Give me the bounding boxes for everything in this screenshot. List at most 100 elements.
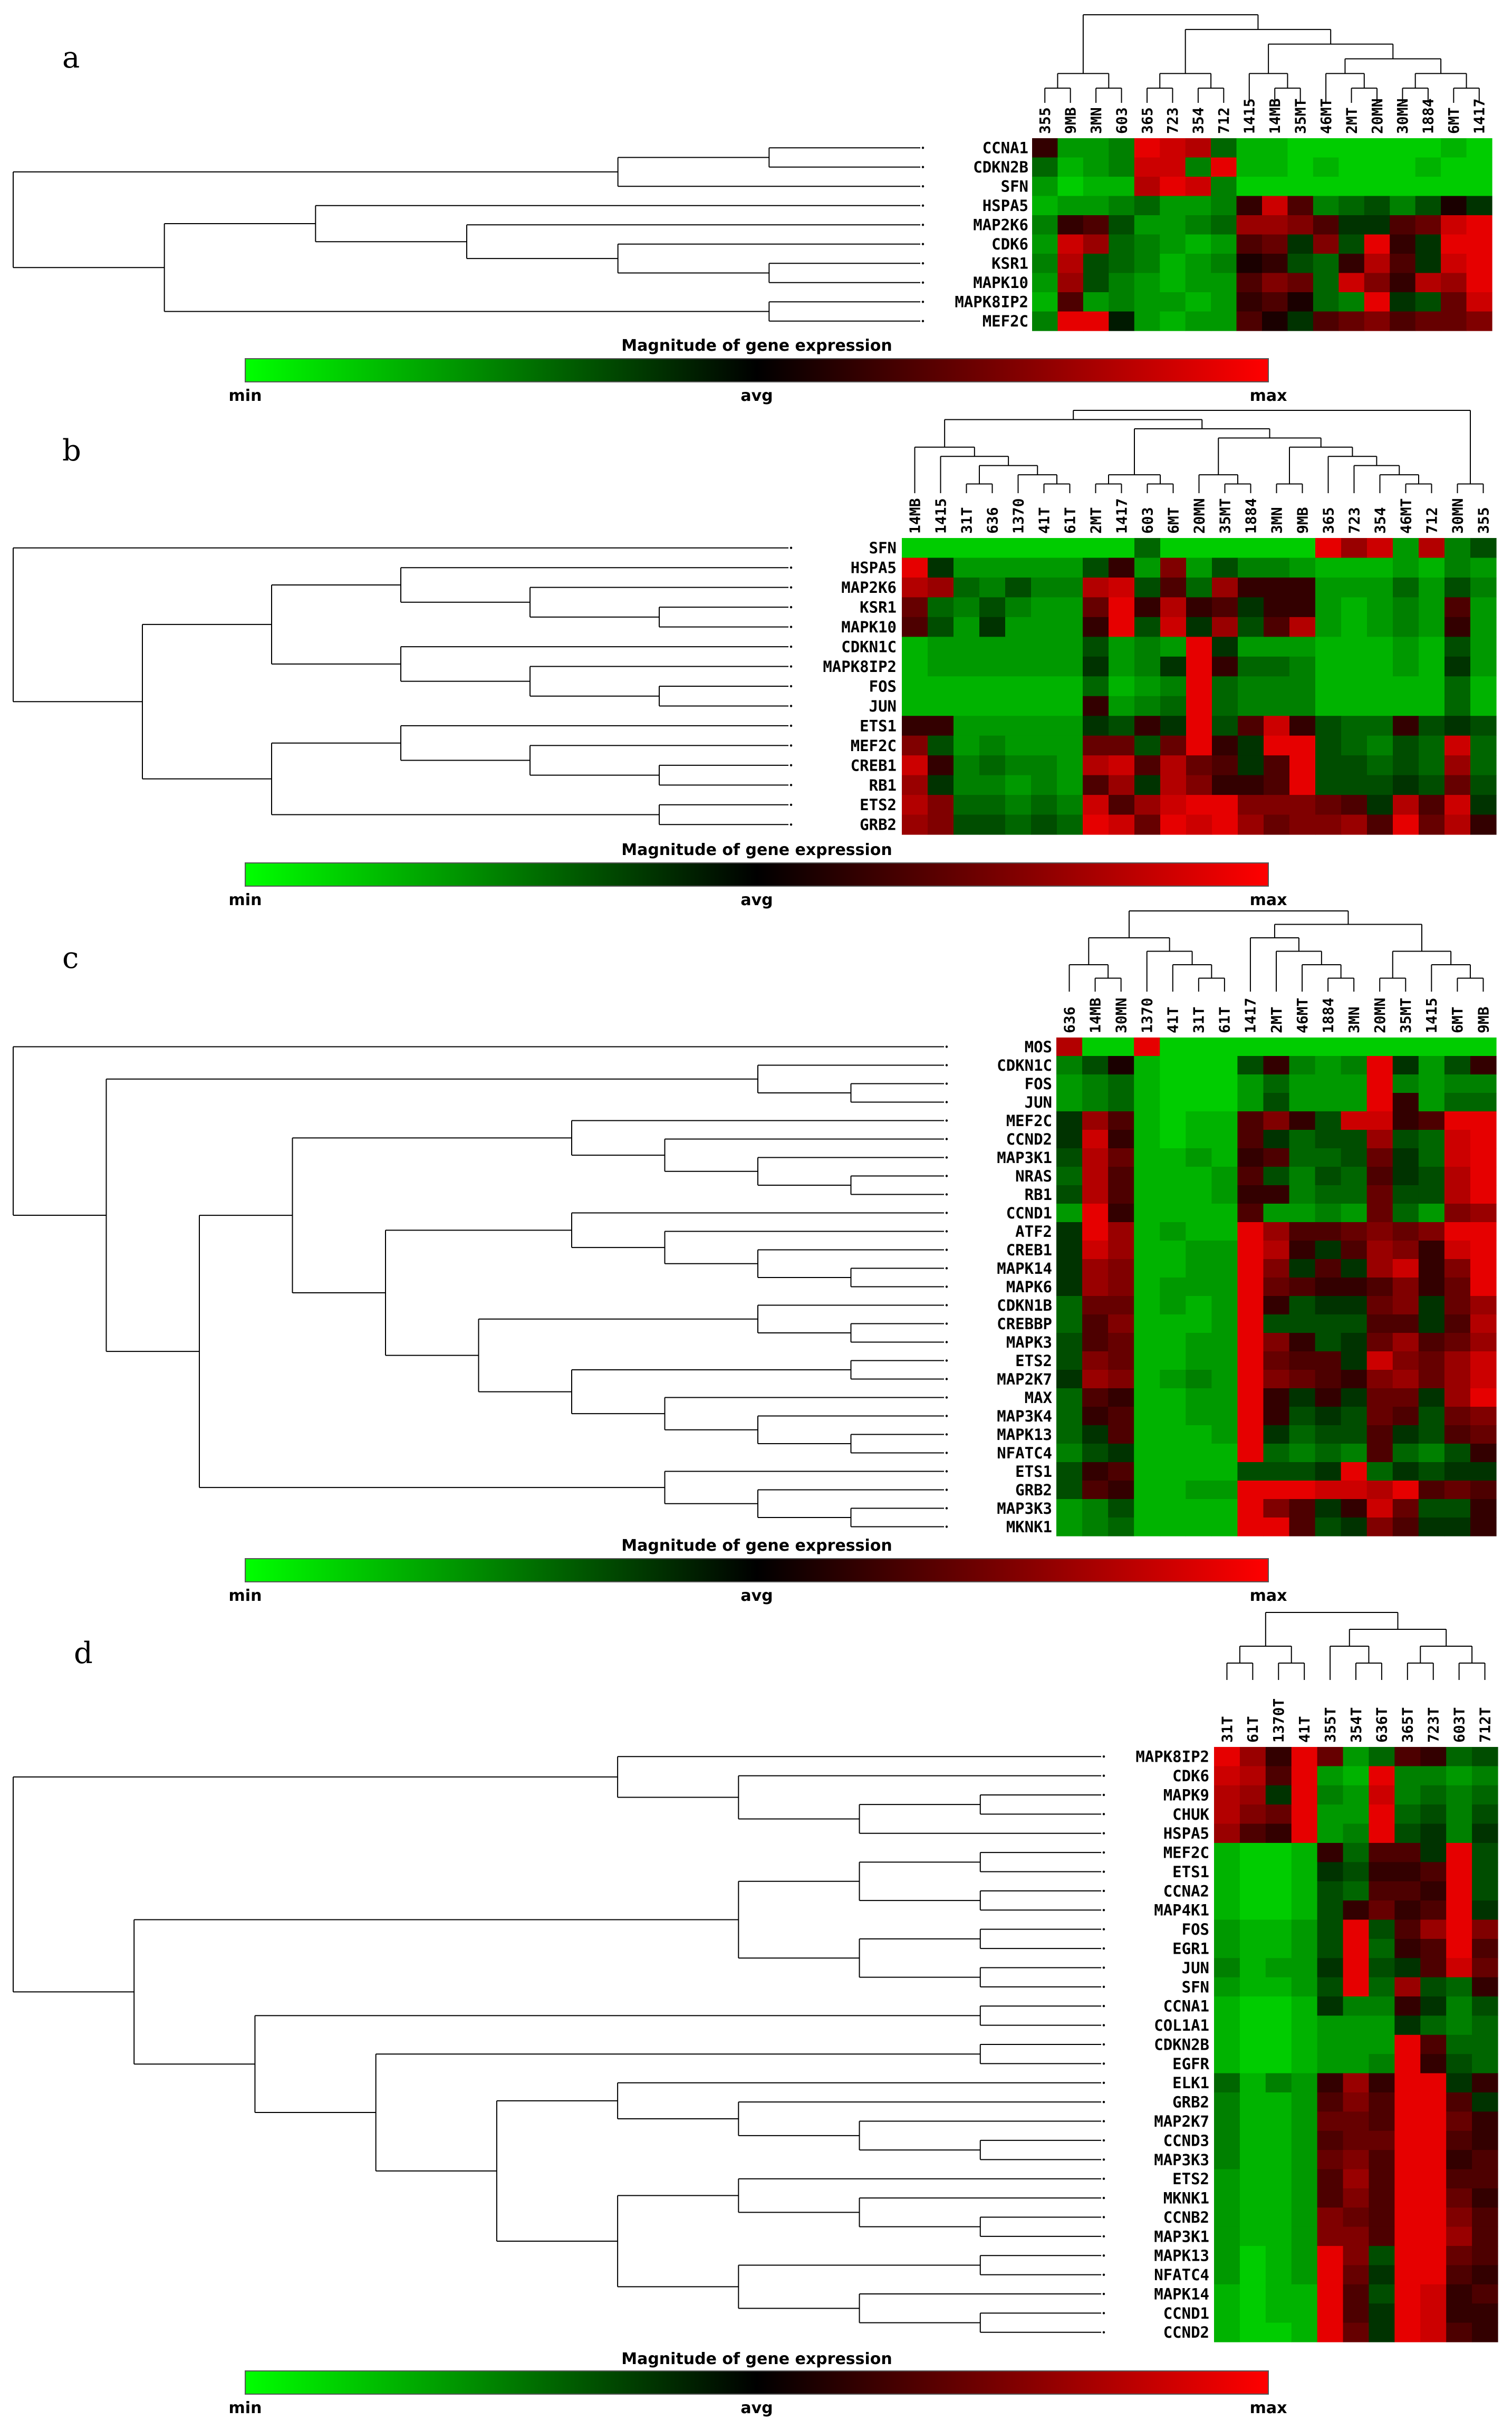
heatmap-cell-MAPK9-354T [1343,1785,1370,1805]
heatmap-cell-NRAS-1415 [1418,1167,1445,1186]
heatmap-cell-MAP2K6-46MT [1393,577,1419,598]
heatmap-cell-MAPK8IP2-9MB [1289,656,1316,677]
heatmap-cell-RB1-1415 [1418,1185,1445,1204]
heatmap-cell-FOS-14MB [1082,1074,1109,1093]
heatmap-cell-RB1-1370 [1134,1185,1160,1204]
heatmap-cell-MAX-46MT [1289,1388,1316,1407]
heatmap-cell-KSR1-723 [1341,597,1367,618]
heatmap-cell-MAPK9-365T [1394,1785,1421,1805]
heatmap-cell-MAX-1370 [1134,1388,1160,1407]
heatmap-cell-ETS1-355 [1470,716,1497,736]
heatmap-cell-KSR1-30MN [1390,254,1416,274]
heatmap-cell-EGFR-1370T [1265,2054,1292,2074]
heatmap-cell-FOS-31T [1214,1919,1240,1939]
heatmap-cell-GRB2-61T [1211,1481,1238,1500]
heatmap-cell-CDKN1C-41T [1160,1056,1186,1075]
column-label: 6MT [1164,507,1182,534]
heatmap-cell-MEF2C-1415 [1418,1111,1445,1130]
heatmap-cell-MAX-1884 [1315,1388,1342,1407]
heatmap-cell-JUN-46MT [1393,696,1419,716]
heatmap-cell-MEF2C-35MT [1287,311,1314,331]
heatmap-cell-MEF2C-3MN [1341,1111,1367,1130]
heatmap-cell-FOS-46MT [1289,1074,1316,1093]
heatmap-cell-CDKN1B-636 [1056,1296,1083,1315]
heatmap-cell-HSPA5-61T [1239,1823,1266,1843]
column-label: 3MN [1268,507,1285,534]
legend-max-label: max [1250,891,1287,909]
heatmap-cell-MKNK1-1415 [1418,1517,1445,1536]
heatmap-cell-GRB2-1415 [1418,1481,1445,1500]
heatmap-cell-GRB2-9MB [1289,814,1316,835]
heatmap-cell-EGR1-31T [1214,1938,1240,1958]
heatmap-cell-ETS1-31T [1186,1462,1212,1481]
row-label: GRB2 [1172,2093,1209,2111]
heatmap-cell-GRB2-14MB [902,814,928,835]
heatmap-cell-MAPK10-46MT [1393,617,1419,637]
heatmap-cell-MAP4K1-354T [1343,1900,1370,1920]
heatmap-cell-MAPK10-2MT [1083,617,1109,637]
heatmap-cell-GRB2-31T [954,814,980,835]
heatmap-cell-CDKN2B-355T [1317,2034,1344,2054]
heatmap-cell-MAP4K1-712T [1472,1900,1498,1920]
heatmap-cell-CCND1-1370T [1265,2303,1292,2323]
heatmap-cell-GRB2-1370 [1005,814,1032,835]
heatmap-cell-JUN-14MB [1082,1093,1109,1112]
heatmap-cell-MAX-31T [1186,1388,1212,1407]
row-leaf-dot [1102,1851,1105,1854]
heatmap-cell-CREBBP-6MT [1444,1314,1471,1333]
heatmap-cell-ETS2-9MB [1470,1351,1497,1370]
heatmap-cell-ETS1-30MN [1108,1462,1134,1481]
heatmap-cell-CDK6-1417 [1466,234,1492,254]
heatmap-cell-MAP2K6-712 [1419,577,1445,598]
row-label: ATF2 [1015,1223,1052,1241]
row-label: KSR1 [860,599,897,617]
heatmap-cell-MAP2K6-365 [1134,215,1160,235]
heatmap-cell-MAP3K3-41T [1160,1499,1186,1518]
heatmap-cell-MAP2K6-31T [954,577,980,598]
heatmap-cell-CREB1-9MB [1470,1241,1497,1260]
heatmap-cell-CDKN1C-31T [1186,1056,1212,1075]
heatmap-cell-NFATC4-30MN [1108,1444,1134,1463]
heatmap-cell-CDKN1C-46MT [1289,1056,1316,1075]
heatmap-cell-SFN-723 [1341,538,1367,559]
row-label: CREBBP [997,1315,1052,1333]
row-leaf-dot [945,1304,948,1307]
row-label: FOS [1182,1920,1209,1938]
heatmap-cell-MKNK1-31T [1186,1517,1212,1536]
heatmap-cell-ELK1-712T [1472,2073,1498,2093]
row-leaf-dot [789,626,793,628]
heatmap-cell-MEF2C-14MB [1082,1111,1109,1130]
row-leaf-dot [945,1248,948,1251]
heatmap-cell-ELK1-41T [1291,2073,1318,2093]
heatmap-cell-ETS1-20MN [1186,716,1212,736]
heatmap-cell-NFATC4-723T [1420,2265,1447,2285]
row-label: CCND1 [1006,1204,1052,1222]
column-label: 9MB [1475,1006,1492,1033]
heatmap-cell-MAPK14-355T [1317,2284,1344,2304]
heatmap-cell-ETS1-2MT [1083,716,1109,736]
heatmap-cell-CCNA2-61T [1239,1881,1266,1901]
heatmap-cell-MAP2K6-1417 [1109,577,1135,598]
heatmap-cell-RB1-9MB [1289,775,1316,795]
heatmap-cell-CREB1-1415 [1418,1241,1445,1260]
heatmap-cell-ETS1-1370T [1265,1862,1292,1882]
heatmap-cell-HSPA5-603 [1134,558,1161,578]
heatmap-cell-ELK1-723T [1420,2073,1447,2093]
heatmap-cell-JUN-6MT [1444,1093,1471,1112]
heatmap-cell-CREB1-636 [1056,1241,1083,1260]
heatmap-cell-ETS2-35MT [1392,1351,1419,1370]
heatmap-cell-ATF2-1417 [1237,1222,1264,1241]
heatmap-cell-CDKN1C-6MT [1444,1056,1471,1075]
heatmap-cell-CCNB2-355T [1317,2207,1344,2227]
row-leaf-dot [1102,1966,1105,1969]
heatmap-cell-MAPK6-6MT [1444,1278,1471,1296]
heatmap-cell-MAP3K1-1370T [1265,2226,1292,2246]
row-label: SFN [869,539,897,557]
heatmap-cell-MAP2K6-1370 [1005,577,1032,598]
heatmap-cell-GRB2-2MT [1263,1481,1290,1500]
legend-gradient-bar [245,1558,1269,1582]
heatmap-cell-MAPK8IP2-3MN [1083,292,1109,312]
heatmap-cell-HSPA5-41T [1291,1823,1318,1843]
column-label: 9MB [1062,107,1080,134]
heatmap-cell-MAP2K6-603 [1134,577,1161,598]
